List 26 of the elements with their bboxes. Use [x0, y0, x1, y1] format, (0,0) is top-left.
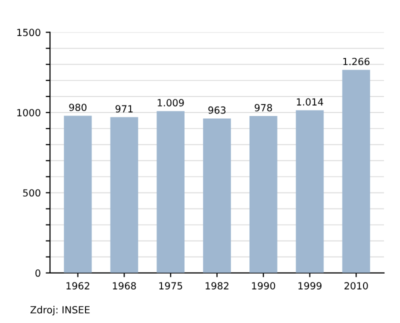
data-label: 1.266 [343, 58, 370, 66]
bar [64, 116, 92, 273]
data-label: 978 [254, 104, 272, 112]
y-tick-label: 1500 [17, 28, 40, 36]
y-tick-label: 0 [35, 269, 40, 277]
data-label: 980 [69, 104, 86, 112]
bar [203, 118, 231, 273]
data-label: 971 [116, 105, 133, 112]
x-tick-label: 2010 [344, 282, 368, 290]
x-tick-label: 1968 [112, 282, 136, 290]
x-tick-label: 1975 [159, 282, 182, 290]
x-tick-label: 1962 [66, 282, 90, 290]
bar [342, 70, 370, 273]
bar [110, 117, 138, 273]
x-tick-label: 1999 [298, 282, 322, 290]
x-tick-label: 1982 [206, 282, 228, 290]
data-label: 1.014 [296, 98, 324, 106]
y-tick-label: 500 [23, 189, 40, 197]
text: Zdroj: INSEE [30, 306, 90, 316]
bar [156, 111, 185, 273]
y-tick-label: 1000 [17, 108, 40, 116]
bar [249, 116, 278, 273]
data-label: 963 [208, 106, 226, 114]
bar [296, 110, 324, 273]
x-tick-label: 1990 [252, 282, 276, 290]
data-label: 1.009 [158, 99, 184, 106]
